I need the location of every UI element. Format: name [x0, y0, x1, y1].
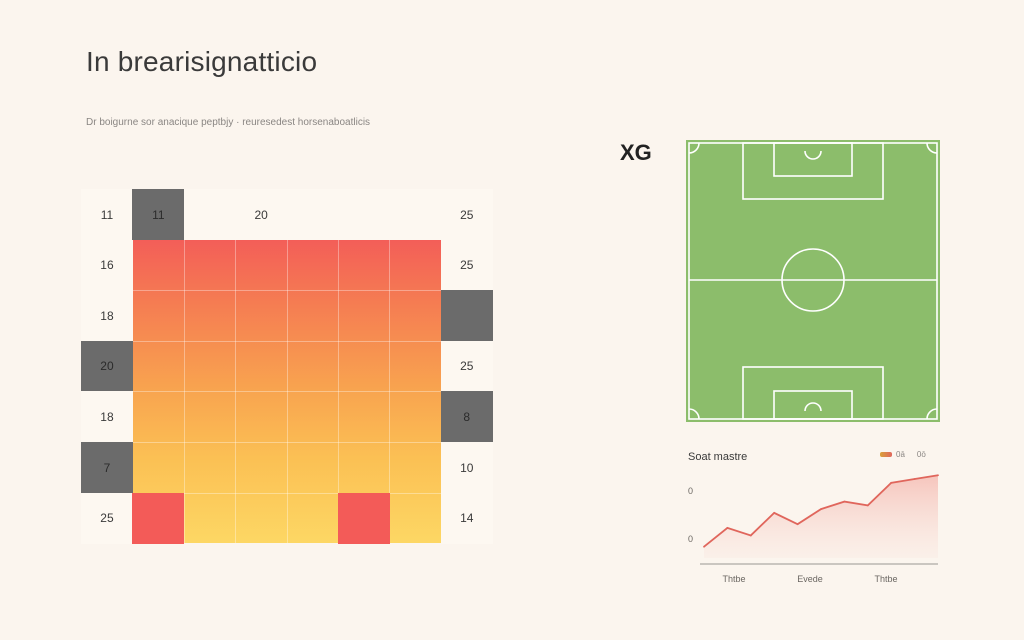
heatmap-cell — [440, 290, 493, 342]
line-chart-title: Soat mastre — [688, 451, 748, 463]
legend-entry-2: 0ō — [916, 450, 926, 459]
xg-label: XG — [620, 140, 652, 165]
heatmap-cell — [132, 492, 185, 544]
heatmap-cell: 18 — [81, 290, 133, 342]
heatmap-cell: 11 — [81, 189, 133, 241]
heatmap-cell: 25 — [81, 492, 133, 544]
heatmap-gridline-v — [389, 239, 391, 544]
x-tick-label: Evede — [797, 574, 823, 584]
center-circle — [781, 248, 845, 312]
heatmap-cell: 20 — [81, 340, 133, 392]
heatmap-gridline-h — [132, 391, 441, 393]
line-point — [773, 511, 776, 514]
heatmap-gridline-h — [132, 340, 441, 342]
line-point — [749, 534, 752, 537]
heatmap-gridline-v — [338, 239, 339, 544]
line-chart-area — [704, 475, 938, 558]
pitch-markings — [688, 142, 938, 420]
heatmap-cell: 18 — [81, 391, 133, 443]
y-tick-label: 0 — [688, 486, 693, 496]
x-tick-label: Thtbe — [874, 574, 897, 584]
heatmap-gridline-v — [286, 239, 288, 544]
heatmap-cell: 25 — [440, 340, 493, 392]
heatmap-cell: 16 — [81, 239, 133, 291]
corner-arc-bl — [688, 408, 700, 420]
heatmap-chart: 11 11 20 25 16 25 18 20 25 18 8 7 10 25 14 — [81, 189, 493, 544]
heatmap-gridline-h — [132, 290, 441, 292]
line-chart: 0 0 Thtbe Evede Thtbe — [688, 474, 939, 584]
page-title: In brearisignatticio — [86, 46, 318, 77]
line-point — [913, 478, 916, 480]
legend-entry-1: 0ā — [896, 450, 905, 459]
top-goal-arc — [804, 150, 822, 160]
line-point — [890, 481, 893, 484]
line-point — [937, 474, 939, 477]
line-point — [820, 508, 822, 511]
heatmap-cell: 10 — [440, 442, 493, 494]
heatmap-cell: 7 — [81, 442, 133, 494]
line-chart-legend: 0ā 0ō — [880, 450, 926, 459]
top-six-yard-box — [773, 142, 853, 177]
corner-arc-br — [926, 408, 938, 420]
heatmap-cell: 25 — [440, 239, 493, 291]
line-point — [703, 545, 705, 548]
heatmap-cell — [389, 189, 442, 241]
heatmap-cell: 8 — [440, 391, 493, 443]
heatmap-gradient-area — [132, 240, 441, 543]
heatmap-gridline-v — [183, 239, 185, 544]
line-point — [726, 527, 729, 529]
heatmap-cell — [338, 189, 390, 241]
line-point — [796, 523, 799, 526]
heatmap-gridline-h — [132, 492, 441, 494]
y-tick-label: 0 — [688, 534, 693, 544]
pitch-background — [686, 140, 940, 422]
legend-swatch — [880, 452, 892, 457]
heatmap-cell — [183, 189, 236, 241]
corner-arc-tr — [926, 142, 938, 154]
heatmap-cell — [338, 492, 390, 544]
line-point — [866, 504, 869, 507]
corner-arc-tl — [688, 142, 700, 154]
heatmap-cell: 20 — [235, 189, 288, 241]
football-pitch — [686, 140, 940, 422]
heatmap-gridline-v — [235, 239, 237, 544]
page-subtitle: Dr boigurne sor anacique peptbjy · reure… — [86, 117, 371, 128]
heatmap-cell — [286, 189, 339, 241]
line-point — [843, 500, 846, 503]
bottom-goal-arc — [804, 402, 822, 412]
heatmap-cell: 11 — [132, 189, 185, 241]
x-tick-label: Thtbe — [722, 574, 745, 584]
heatmap-cell: 25 — [440, 189, 493, 241]
heatmap-cell: 14 — [440, 492, 493, 544]
heatmap-gridline-h — [132, 442, 441, 443]
bottom-six-yard-box — [773, 390, 853, 420]
